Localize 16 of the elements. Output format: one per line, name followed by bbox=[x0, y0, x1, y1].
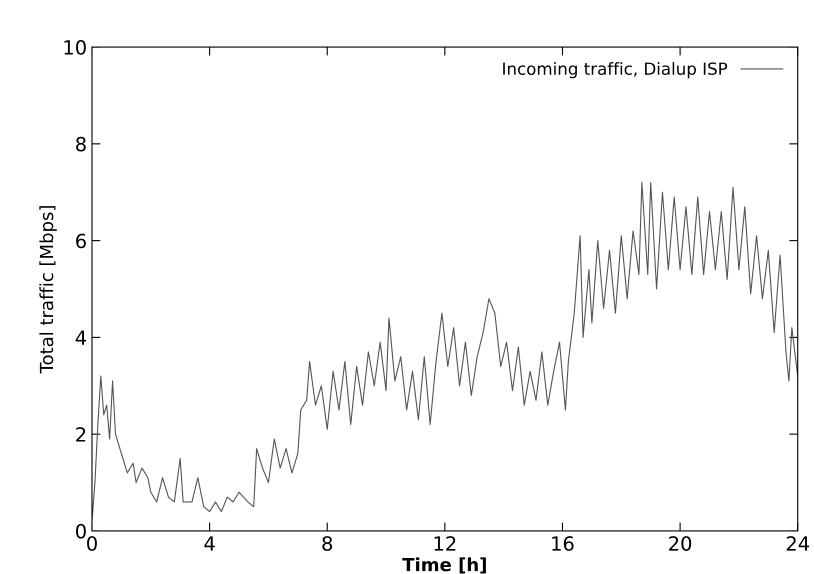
y-tick-label: 0 bbox=[76, 524, 86, 539]
x-axis-title: Time [h] bbox=[402, 557, 486, 574]
x-tick-label: 24 bbox=[786, 536, 809, 551]
y-tick-label: 8 bbox=[76, 136, 86, 152]
x-tick-label: 12 bbox=[434, 536, 456, 551]
legend-label: Incoming traffic, Dialup ISP bbox=[503, 62, 728, 78]
x-tick-label: 8 bbox=[322, 536, 332, 551]
y-tick-label: 10 bbox=[64, 40, 86, 55]
y-tick-label: 6 bbox=[76, 234, 86, 248]
y-tick-label: 2 bbox=[76, 427, 86, 442]
x-tick-label: 16 bbox=[552, 536, 574, 551]
x-tick-label: 20 bbox=[669, 536, 692, 551]
y-axis-title: Total traffic [Mbps] bbox=[39, 206, 57, 374]
x-tick-label: 4 bbox=[204, 536, 215, 551]
x-tick-label: 0 bbox=[87, 536, 97, 551]
y-tick-label: 4 bbox=[76, 330, 86, 345]
